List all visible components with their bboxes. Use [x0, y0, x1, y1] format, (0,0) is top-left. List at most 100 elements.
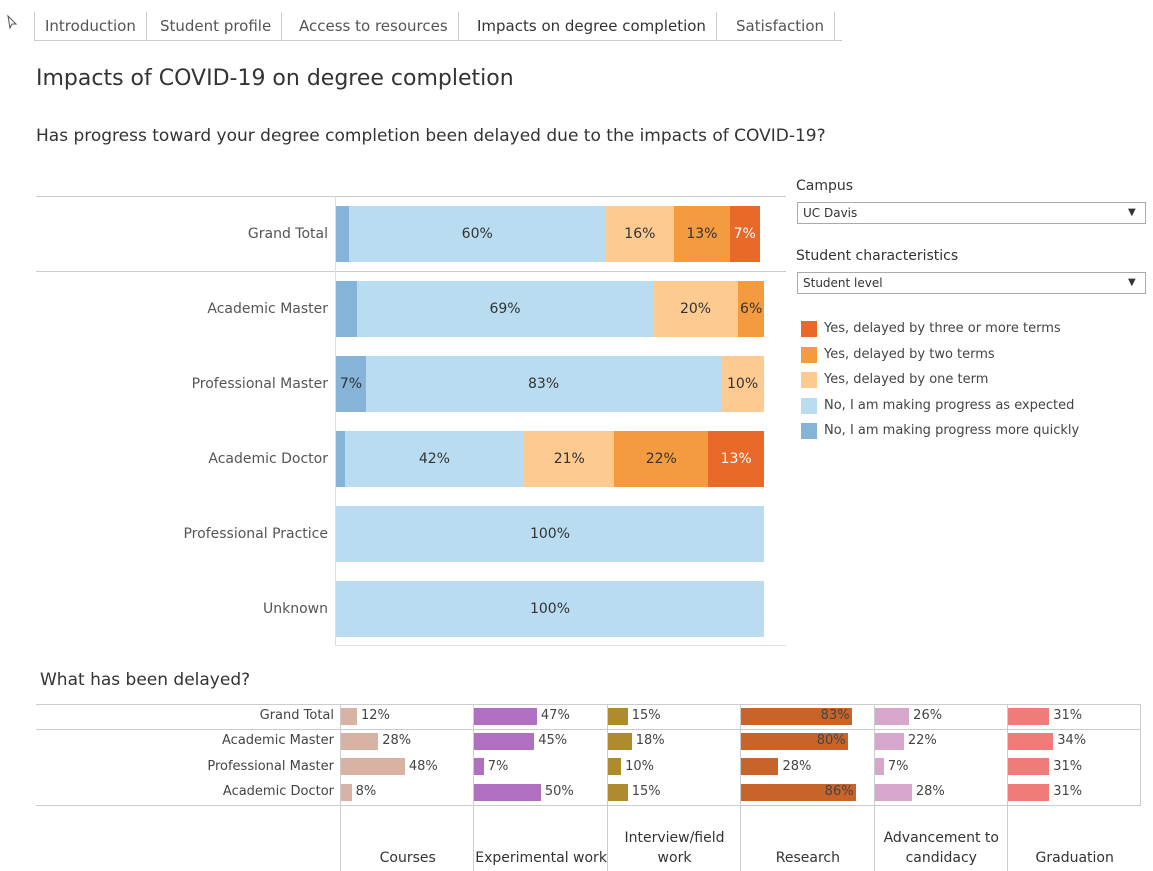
dropdown[interactable]: UC Davis [797, 202, 1146, 224]
data-label: 7% [339, 376, 363, 392]
data-label: 18% [635, 733, 665, 749]
bar [741, 707, 852, 725]
column-header: Interview/field work [624, 830, 725, 866]
row-label: Grand Total [247, 226, 328, 242]
column-header: Graduation [1035, 850, 1114, 866]
legend-swatch [801, 346, 817, 363]
legend-swatch [801, 372, 817, 388]
bar-segment [729, 206, 760, 262]
column-line [606, 704, 608, 871]
filter-label: Student characteristics [796, 248, 959, 264]
data-label: 22% [907, 733, 937, 749]
data-label: 13% [720, 451, 752, 467]
data-label: 28% [782, 758, 812, 774]
data-label: 21% [553, 451, 585, 467]
bar-segment [336, 506, 764, 562]
tab[interactable]: Introduction [34, 12, 147, 40]
bar [607, 783, 628, 801]
row-label: Grand Total [259, 708, 334, 723]
column-header: Experimental work [475, 850, 607, 866]
bar-segment [336, 431, 345, 487]
data-label: 34% [1057, 733, 1087, 749]
bar [474, 758, 484, 776]
bar [607, 758, 622, 776]
row-label: Academic Master [222, 733, 334, 749]
bar [874, 758, 884, 776]
legend-swatch [801, 397, 817, 414]
data-label: 22% [645, 451, 677, 467]
row-label: Academic Master [207, 301, 328, 317]
bar-segment [336, 356, 366, 412]
bar [474, 732, 535, 750]
data-label: 26% [913, 708, 943, 723]
data-label: 31% [1053, 708, 1083, 723]
column-line [473, 704, 475, 871]
dropdown-arrow: ▼ [1128, 207, 1136, 218]
tab[interactable]: Satisfaction [726, 12, 836, 40]
data-label: 83% [820, 708, 850, 723]
bar [1008, 707, 1050, 725]
data-label: 7% [887, 758, 909, 774]
chart-title: What has been delayed? [40, 670, 251, 690]
bar [1008, 758, 1050, 776]
data-label: 31% [1053, 758, 1083, 774]
bar-segment [738, 281, 764, 337]
data-label: 50% [544, 784, 574, 800]
data-label: 100% [529, 601, 571, 617]
page-title: Impacts of COVID-19 on degree completion [36, 66, 514, 91]
bar [607, 707, 628, 725]
bar [341, 707, 357, 725]
column-line [740, 704, 742, 871]
bar [874, 783, 912, 801]
legend-label: Yes, delayed by one term [824, 372, 989, 387]
data-label: 6% [740, 301, 763, 317]
data-label: 15% [631, 708, 661, 723]
row-label: Professional Master [207, 758, 334, 774]
data-label: 60% [461, 226, 493, 242]
table-line [36, 704, 1141, 705]
bar-segment [336, 206, 349, 262]
column-line [873, 704, 875, 871]
data-label: 12% [360, 708, 390, 723]
bar-segment [344, 431, 525, 487]
legend-label: No, I am making progress more quickly [824, 423, 1080, 438]
bar-segment [365, 356, 722, 412]
separator [36, 196, 786, 197]
bar [474, 783, 541, 801]
tab[interactable]: Impacts on degree completion [467, 12, 717, 40]
tab[interactable]: Student profile [150, 12, 283, 40]
legend-label: Yes, delayed by three or more terms [824, 321, 1061, 336]
bar [874, 707, 910, 725]
bar-segment [614, 431, 709, 487]
axis-line [335, 645, 786, 646]
bar [341, 732, 379, 750]
bar [741, 758, 779, 776]
data-label: 28% [915, 784, 945, 800]
data-label: 47% [540, 708, 570, 723]
bar-segment [674, 206, 730, 262]
data-label: 10% [625, 758, 654, 774]
bar-segment [336, 281, 358, 337]
tab-baseline [34, 40, 842, 41]
bar-segment [348, 206, 606, 262]
table-line [36, 805, 1141, 806]
row-label: Academic Doctor [208, 451, 328, 467]
data-label: 7% [487, 758, 509, 774]
bar-segment [524, 431, 615, 487]
dropdown-arrow: ▼ [1128, 277, 1136, 288]
legend-label: No, I am making progress as expected [824, 397, 1075, 413]
bar [341, 783, 352, 801]
bar-segment [605, 206, 675, 262]
data-label: 69% [489, 301, 521, 317]
dropdown[interactable]: Student level [797, 272, 1146, 294]
row-label: Academic Doctor [222, 784, 334, 800]
data-label: 13% [686, 226, 718, 242]
bar-segment [652, 281, 739, 337]
bar [474, 707, 537, 725]
row-label: Professional Practice [183, 526, 328, 542]
tab[interactable]: Access to resources [289, 12, 459, 40]
bar [741, 732, 848, 750]
bar-segment [721, 356, 764, 412]
axis-line [335, 196, 336, 646]
